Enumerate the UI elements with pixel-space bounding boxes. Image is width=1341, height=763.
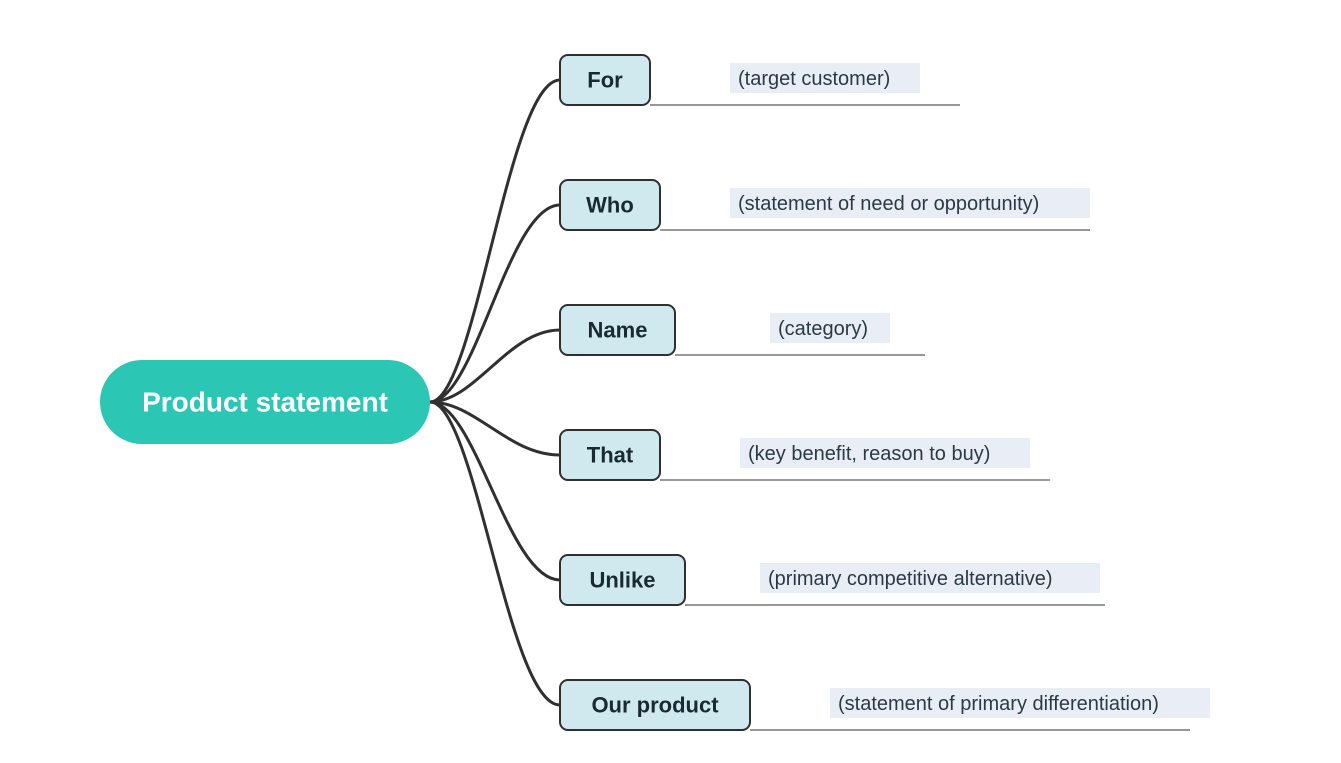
root-node: Product statement: [100, 360, 430, 444]
branch-label-who: Who: [586, 193, 634, 218]
root-label: Product statement: [142, 387, 388, 418]
branch-name: Name (category): [560, 305, 925, 355]
connectors-group: [430, 80, 560, 705]
desc-text-for: (target customer): [738, 68, 890, 90]
connector-our-product: [430, 402, 560, 705]
desc-text-our-product: (statement of primary differentiation): [838, 693, 1159, 715]
mindmap-canvas: Product statement For (target customer) Wh…: [0, 0, 1341, 763]
desc-text-who: (statement of need or opportunity): [738, 193, 1039, 215]
connector-that: [430, 402, 560, 455]
desc-text-that: (key benefit, reason to buy): [748, 443, 990, 465]
desc-text-name: (category): [778, 318, 868, 340]
desc-text-unlike: (primary competitive alternative): [768, 568, 1053, 590]
branch-that: That (key benefit, reason to buy): [560, 430, 1050, 480]
branches-group: For (target customer) Who (statement of nee…: [560, 55, 1210, 730]
branch-for: For (target customer): [560, 55, 960, 105]
branch-who: Who (statement of need or opportunity): [560, 180, 1090, 230]
branch-label-name: Name: [588, 318, 648, 343]
branch-unlike: Unlike (primary competitive alternative): [560, 555, 1105, 605]
branch-label-our-product: Our product: [591, 693, 719, 718]
branch-label-unlike: Unlike: [589, 568, 655, 593]
branch-our-product: Our product (statement of primary differe…: [560, 680, 1210, 730]
branch-label-for: For: [587, 68, 623, 93]
branch-label-that: That: [587, 443, 634, 468]
connector-for: [430, 80, 560, 402]
